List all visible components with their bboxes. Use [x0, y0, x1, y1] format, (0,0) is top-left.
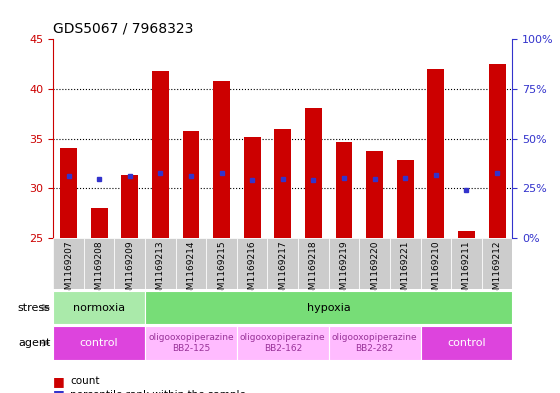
Text: GSM1169209: GSM1169209	[125, 240, 134, 301]
Text: stress: stress	[17, 303, 50, 312]
Bar	[458, 231, 475, 238]
Bar	[268, 238, 298, 289]
Text: ■: ■	[53, 388, 65, 393]
Bar	[482, 238, 512, 289]
Bar	[451, 238, 482, 289]
Bar	[360, 238, 390, 289]
Text: GSM1169213: GSM1169213	[156, 240, 165, 301]
Bar	[206, 238, 237, 289]
Text: oligooxopiperazine
BB2-125: oligooxopiperazine BB2-125	[148, 333, 234, 353]
Bar	[114, 238, 145, 289]
Text: GSM1169221: GSM1169221	[401, 240, 410, 301]
Text: GSM1169219: GSM1169219	[339, 240, 348, 301]
Bar	[213, 81, 230, 238]
Bar	[489, 64, 506, 238]
Text: GSM1169207: GSM1169207	[64, 240, 73, 301]
Bar	[305, 108, 322, 238]
Text: oligooxopiperazine
BB2-162: oligooxopiperazine BB2-162	[240, 333, 325, 353]
Bar	[421, 326, 512, 360]
Text: GSM1169217: GSM1169217	[278, 240, 287, 301]
Text: GSM1169218: GSM1169218	[309, 240, 318, 301]
Bar	[183, 130, 199, 238]
Text: GSM1169214: GSM1169214	[186, 240, 195, 301]
Bar	[53, 291, 145, 324]
Bar	[145, 326, 237, 360]
Bar	[274, 129, 291, 238]
Bar	[176, 238, 206, 289]
Bar	[53, 326, 145, 360]
Text: percentile rank within the sample: percentile rank within the sample	[70, 390, 246, 393]
Text: normoxia: normoxia	[73, 303, 125, 312]
Text: GSM1169208: GSM1169208	[95, 240, 104, 301]
Bar	[91, 208, 108, 238]
Bar	[53, 238, 84, 289]
Bar	[298, 238, 329, 289]
Bar	[335, 141, 352, 238]
Text: GDS5067 / 7968323: GDS5067 / 7968323	[53, 21, 194, 35]
Bar	[366, 151, 383, 238]
Bar	[329, 238, 360, 289]
Bar	[421, 238, 451, 289]
Text: GSM1169212: GSM1169212	[493, 240, 502, 301]
Text: oligooxopiperazine
BB2-282: oligooxopiperazine BB2-282	[332, 333, 417, 353]
Bar	[122, 175, 138, 238]
Bar	[84, 238, 114, 289]
Text: ■: ■	[53, 375, 65, 388]
Text: GSM1169216: GSM1169216	[248, 240, 256, 301]
Bar	[152, 71, 169, 238]
Bar	[237, 238, 268, 289]
Bar	[145, 238, 176, 289]
Text: GSM1169210: GSM1169210	[431, 240, 440, 301]
Bar	[60, 149, 77, 238]
Bar	[244, 136, 260, 238]
Bar	[397, 160, 414, 238]
Text: hypoxia: hypoxia	[307, 303, 351, 312]
Text: GSM1169215: GSM1169215	[217, 240, 226, 301]
Bar	[390, 238, 421, 289]
Bar	[329, 326, 421, 360]
Text: count: count	[70, 376, 100, 386]
Text: agent: agent	[18, 338, 50, 348]
Bar	[237, 326, 329, 360]
Text: control: control	[80, 338, 118, 348]
Bar	[145, 291, 512, 324]
Text: GSM1169220: GSM1169220	[370, 240, 379, 301]
Text: GSM1169211: GSM1169211	[462, 240, 471, 301]
Text: control: control	[447, 338, 486, 348]
Bar	[427, 69, 444, 238]
